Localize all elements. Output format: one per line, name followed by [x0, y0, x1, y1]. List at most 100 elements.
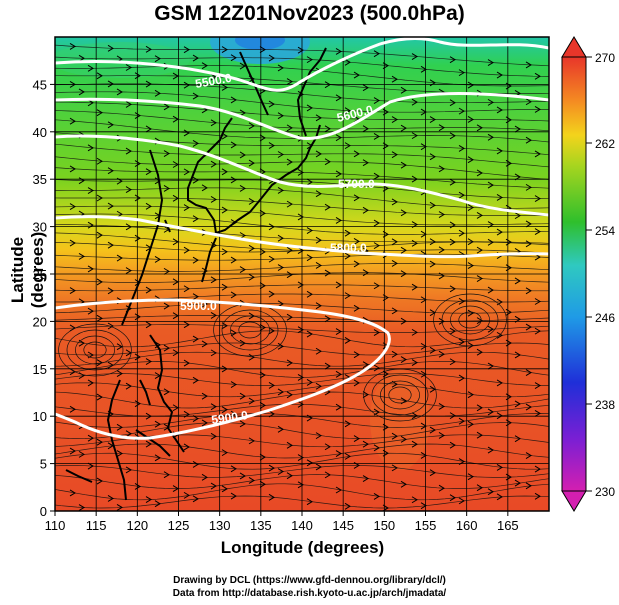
stream-arrow: [69, 43, 76, 50]
stream-arrow: [438, 350, 445, 358]
y-tick-label: 15: [33, 362, 47, 377]
streamline: [55, 213, 549, 235]
stream-arrow: [286, 124, 293, 132]
stream-arrow: [87, 307, 94, 315]
x-tick-label: 140: [291, 518, 313, 533]
colorbar-tick-label: 238: [595, 398, 615, 412]
stream-arrow: [373, 219, 380, 227]
stream-arrow: [248, 273, 255, 281]
stream-arrow: [373, 172, 380, 180]
stream-arrow: [315, 382, 322, 390]
stream-arrow: [268, 54, 275, 62]
stream-arrow: [353, 379, 360, 387]
streamline: [55, 110, 549, 132]
stream-arrow: [391, 432, 398, 440]
coastlines: [65, 47, 327, 501]
stream-arrow: [107, 80, 114, 88]
stream-arrow: [69, 287, 76, 295]
stream-arrow: [107, 287, 114, 295]
stream-arrow: [353, 194, 360, 202]
stream-arrow: [172, 485, 179, 493]
y-tick-label: 10: [33, 409, 47, 424]
stream-arrow: [315, 347, 322, 355]
stream-arrow: [286, 158, 293, 166]
stream-arrow: [467, 342, 474, 349]
stream-arrow: [525, 61, 532, 69]
stream-arrow: [230, 291, 237, 299]
stream-arrow: [116, 423, 123, 431]
stream-arrow: [210, 482, 217, 490]
stream-arrow: [163, 388, 170, 396]
streamline: [55, 284, 549, 292]
stream-arrow: [514, 400, 521, 408]
stream-arrow: [400, 435, 407, 443]
stream-arrow: [514, 435, 521, 443]
streamline: [55, 330, 549, 348]
stream-arrow: [248, 197, 255, 205]
stream-arrow: [154, 89, 161, 97]
stream-arrow: [248, 244, 255, 252]
stream-arrow: [201, 392, 208, 400]
stream-arrow: [476, 317, 483, 325]
stream-arrow: [411, 98, 418, 106]
stream-arrow: [125, 147, 132, 155]
stream-arrow: [192, 139, 199, 147]
stream-arrow: [259, 248, 266, 256]
stream-arrow: [411, 239, 418, 247]
stream-arrow: [458, 144, 465, 152]
stream-arrow: [134, 483, 141, 490]
stream-arrow: [268, 464, 275, 472]
stream-arrow: [134, 313, 141, 321]
streamline-eddy: [450, 305, 490, 335]
stream-arrow: [286, 200, 293, 208]
stream-arrow: [154, 55, 161, 63]
stream-arrow: [96, 393, 103, 401]
streamline: [55, 315, 549, 322]
colorbar-tick-label: 230: [595, 485, 615, 499]
stream-arrow: [210, 73, 217, 81]
stream-arrow: [192, 293, 199, 301]
stream-arrow: [183, 129, 190, 137]
stream-arrow: [534, 105, 541, 113]
stream-arrow: [107, 167, 114, 175]
stream-arrow: [268, 142, 275, 150]
stream-arrow: [487, 325, 494, 333]
stream-arrow: [467, 391, 474, 399]
stream-arrow: [172, 349, 179, 357]
stream-arrow: [183, 46, 190, 54]
stream-arrow: [487, 286, 494, 294]
stream-arrow: [411, 496, 418, 504]
stream-arrow: [201, 62, 208, 70]
stream-arrow: [201, 419, 208, 427]
stream-arrow: [210, 403, 217, 411]
stream-arrow: [315, 432, 322, 440]
stream-arrow: [259, 134, 266, 142]
stream-arrow: [534, 409, 541, 417]
stream-arrow: [400, 86, 407, 94]
height-contours: [55, 37, 549, 440]
stream-arrow: [69, 447, 76, 455]
x-axis-label: Longitude (degrees): [220, 538, 385, 557]
streamline-eddy: [371, 374, 429, 416]
stream-arrow: [391, 464, 398, 472]
stream-arrow: [297, 46, 304, 54]
stream-arrow: [476, 246, 483, 254]
stream-arrow: [154, 454, 161, 462]
stream-arrow: [125, 430, 132, 438]
stream-arrow: [192, 460, 199, 468]
contour-5800: [55, 215, 549, 259]
stream-arrow: [496, 106, 503, 114]
stream-arrow: [96, 278, 103, 286]
stream-arrow: [277, 186, 284, 194]
stream-arrow: [391, 380, 398, 388]
stream-arrow: [277, 300, 284, 308]
stream-arrow: [362, 475, 369, 482]
stream-arrow: [87, 64, 94, 72]
stream-arrow: [239, 232, 246, 239]
stream-arrow: [116, 370, 123, 378]
stream-arrow: [87, 379, 94, 387]
stream-arrow: [344, 452, 351, 460]
stream-arrow: [134, 112, 141, 120]
streamline: [55, 205, 549, 226]
stream-arrow: [286, 472, 293, 480]
